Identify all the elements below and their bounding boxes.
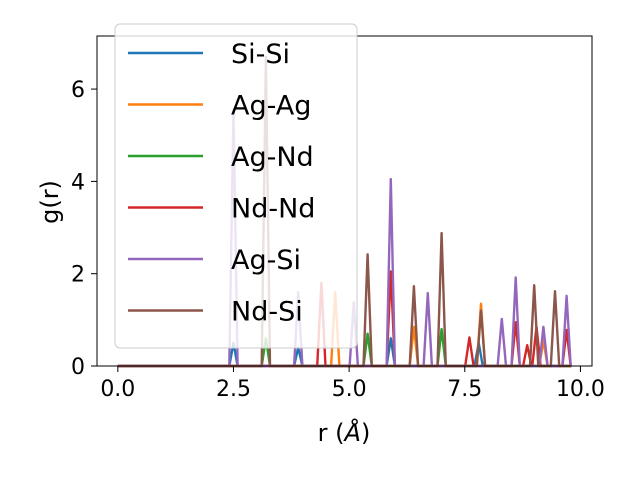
legend-label-ag-nd: Ag-Nd [231,142,314,173]
x-axis-label-text: r ( [318,419,345,447]
y-tick-label: 6 [71,78,85,103]
legend-label-nd-si: Nd-Si [231,297,303,328]
x-axis-label: r (Å) [318,418,371,447]
x-tick-label: 0.0 [100,377,135,402]
legend-label-ag-si: Ag-Si [231,245,301,276]
legend-label-si-si: Si-Si [231,39,290,70]
x-tick-label: 10.0 [556,377,605,402]
legend-label-nd-nd: Nd-Nd [231,194,315,225]
x-tick-label: 5.0 [332,377,367,402]
y-axis-label: g(r) [36,180,64,224]
axes-layer: 0.0 2.5 5.0 7.5 10.0 0 2 4 6 [71,35,605,402]
legend-label-ag-ag: Ag-Ag [231,91,311,122]
x-axis-label-unit: Å [343,418,361,447]
x-tick-label: 7.5 [447,377,482,402]
y-tick-label: 0 [71,355,85,380]
x-tick-label: 2.5 [216,377,251,402]
legend: Si-Si Ag-Ag Ag-Nd Nd-Nd Ag-Si Nd-Si [114,23,358,349]
y-tick-label: 2 [71,263,85,288]
x-axis-label-close: ) [361,419,370,447]
y-tick-label: 4 [71,170,85,195]
